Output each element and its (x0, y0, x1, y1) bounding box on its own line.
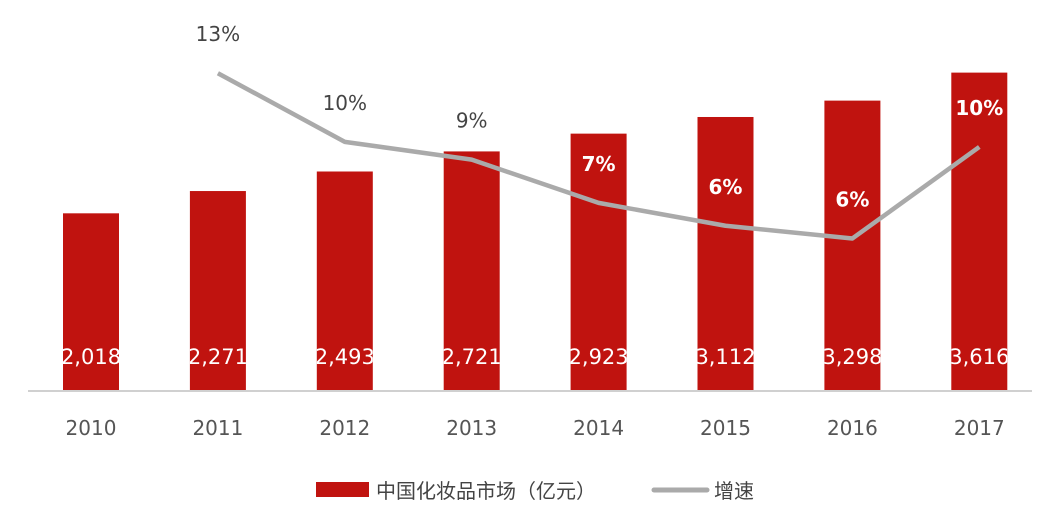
bar-value-label: 3,112 (695, 345, 755, 369)
bar-2013 (443, 151, 500, 391)
growth-value-label: 7% (582, 152, 616, 176)
growth-value-label: 6% (709, 175, 743, 199)
bar-value-label: 3,298 (822, 345, 882, 369)
x-tick-label: 2016 (827, 416, 878, 440)
bar-value-label: 2,271 (188, 345, 248, 369)
growth-line (216, 71, 981, 241)
legend-label-bar: 中国化妆品市场（亿元） (376, 479, 596, 503)
bars: 2,018 2,271 2,493 2,721 2,923 3,112 3,298 3,616 (61, 72, 1009, 392)
growth-value-label: 10% (323, 91, 367, 115)
x-axis-ticks: 2010 2011 2012 2013 2014 2015 2016 2017 (66, 416, 1005, 440)
bar-2012 (316, 171, 373, 391)
growth-line-layer: 13% 10% 9% 7% 6% 6% 10% (196, 22, 1003, 241)
x-tick-label: 2015 (700, 416, 751, 440)
bar-2010 (63, 213, 119, 391)
growth-value-label: 13% (196, 22, 240, 46)
bar-value-label: 2,018 (61, 345, 121, 369)
x-tick-label: 2012 (319, 416, 370, 440)
x-tick-label: 2010 (66, 416, 117, 440)
growth-value-label: 6% (835, 187, 869, 211)
x-tick-label: 2011 (192, 416, 243, 440)
bar-value-label: 2,721 (442, 345, 502, 369)
bar-value-label: 2,493 (315, 345, 375, 369)
bar-2015 (697, 116, 754, 392)
growth-value-label: 9% (456, 109, 488, 133)
growth-value-label: 10% (955, 96, 1003, 120)
x-tick-label: 2014 (573, 416, 624, 440)
bar-value-label: 2,923 (569, 345, 629, 369)
legend-swatch-bar (316, 482, 369, 497)
bar-2014 (570, 133, 627, 391)
x-tick-label: 2013 (446, 416, 497, 440)
legend-label-line: 增速 (714, 479, 754, 503)
bar-value-label: 3,616 (949, 345, 1009, 369)
bar-2016 (824, 100, 881, 392)
bar-2011 (189, 191, 246, 391)
legend: 中国化妆品市场（亿元） 增速 (316, 479, 754, 503)
bar-2017 (951, 72, 1008, 392)
x-tick-label: 2017 (954, 416, 1005, 440)
